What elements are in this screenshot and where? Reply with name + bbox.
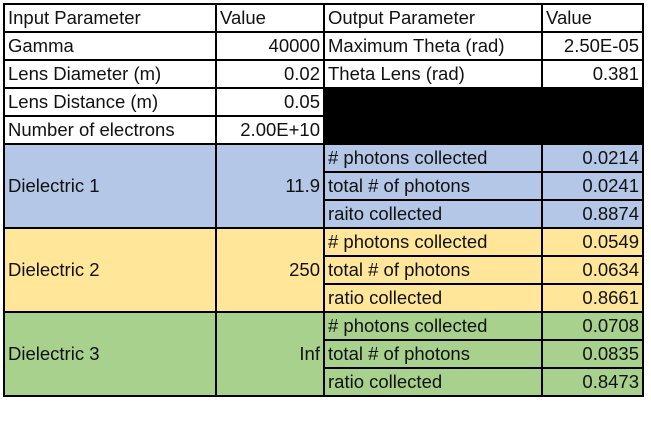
output-label: # photons collected — [323, 311, 543, 341]
dielectric-3-value: Inf — [215, 311, 325, 397]
blank-black-block — [323, 87, 644, 145]
output-label: ratio collected — [323, 283, 543, 313]
output-label: # photons collected — [323, 227, 543, 257]
output-label: Maximum Theta (rad) — [323, 31, 543, 61]
output-label: Theta Lens (rad) — [323, 59, 543, 89]
table-row: Dielectric 3 Inf # photons collected 0.0… — [3, 311, 644, 397]
table-row: Number of electrons 2.00E+10 — [3, 115, 643, 145]
input-label: Number of electrons — [3, 115, 217, 145]
dielectric-3-name: Dielectric 3 — [3, 311, 217, 397]
output-value: 0.0214 — [541, 143, 644, 173]
output-label: total # of photons — [323, 339, 543, 369]
table-row: Gamma 40000 Maximum Theta (rad) 2.50E-05 — [3, 31, 644, 61]
table-row: Dielectric 2 250 # photons collected 0.0… — [3, 227, 644, 313]
output-value: 0.381 — [541, 59, 644, 89]
input-value: 40000 — [215, 31, 325, 61]
output-value: 0.8473 — [541, 367, 644, 397]
table-row: raito collected 0.8874 — [4, 199, 644, 229]
input-value: 0.05 — [215, 87, 325, 117]
output-value: 0.0634 — [541, 255, 644, 285]
input-value-header: Value — [215, 3, 325, 33]
input-label: Lens Diameter (m) — [3, 59, 217, 89]
output-label: ratio collected — [323, 367, 543, 397]
input-value: 2.00E+10 — [215, 115, 325, 145]
input-value: 0.02 — [215, 59, 325, 89]
input-parameter-header: Input Parameter — [3, 3, 217, 33]
dielectric-1-name: Dielectric 1 — [3, 143, 217, 229]
output-label: raito collected — [323, 199, 543, 229]
dielectric-2-name: Dielectric 2 — [3, 227, 217, 313]
table-row: Lens Diameter (m) 0.02 Theta Lens (rad) … — [3, 59, 644, 89]
input-label: Lens Distance (m) — [3, 87, 217, 117]
table-row: total # of photons 0.0835 — [4, 339, 644, 369]
output-label: # photons collected — [323, 143, 543, 173]
dielectric-2-value: 250 — [215, 227, 325, 313]
output-value: 0.0549 — [541, 227, 644, 257]
table-row: ratio collected 0.8661 — [4, 283, 644, 313]
input-label: Gamma — [3, 31, 217, 61]
output-label: total # of photons — [323, 255, 543, 285]
parameter-table: Input Parameter Value Output Parameter V… — [3, 3, 644, 397]
output-value: 0.0241 — [541, 171, 644, 201]
table-row: Dielectric 1 11.9 # photons collected 0.… — [3, 143, 644, 229]
output-value: 2.50E-05 — [541, 31, 644, 61]
table-row: Lens Distance (m) 0.05 — [3, 87, 644, 145]
table-row: total # of photons 0.0634 — [4, 255, 644, 285]
output-label: total # of photons — [323, 171, 543, 201]
output-value: 0.8874 — [541, 199, 644, 229]
output-value: 0.8661 — [541, 283, 644, 313]
output-value: 0.0835 — [541, 339, 644, 369]
output-parameter-header: Output Parameter — [323, 3, 543, 33]
table-row: total # of photons 0.0241 — [4, 171, 644, 201]
table-row: ratio collected 0.8473 — [4, 367, 644, 397]
dielectric-1-value: 11.9 — [215, 143, 325, 229]
header-row: Input Parameter Value Output Parameter V… — [3, 3, 644, 33]
output-value: 0.0708 — [541, 311, 644, 341]
output-value-header: Value — [541, 3, 644, 33]
